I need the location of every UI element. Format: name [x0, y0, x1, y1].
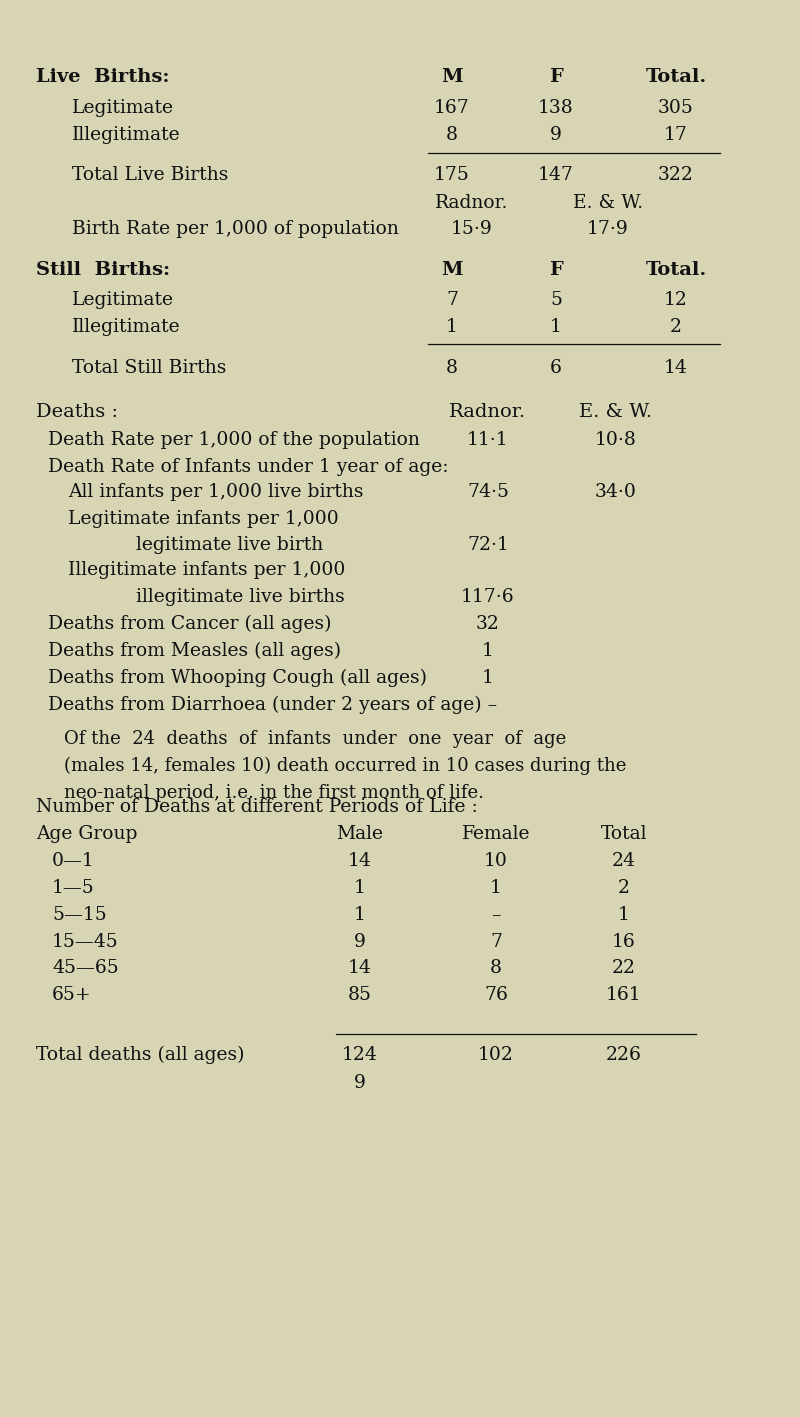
Text: 32: 32 — [476, 615, 500, 633]
Text: 175: 175 — [434, 166, 470, 184]
Text: M: M — [441, 68, 463, 86]
Text: 10: 10 — [484, 852, 508, 870]
Text: 10·8: 10·8 — [595, 431, 637, 449]
Text: 138: 138 — [538, 99, 574, 118]
Text: 7: 7 — [446, 290, 458, 309]
Text: Legitimate infants per 1,000: Legitimate infants per 1,000 — [68, 510, 338, 529]
Text: Deaths from Measles (all ages): Deaths from Measles (all ages) — [48, 642, 341, 660]
Text: Total.: Total. — [646, 68, 706, 86]
Text: 1: 1 — [482, 642, 494, 660]
Text: Radnor.: Radnor. — [435, 194, 509, 213]
Text: Total deaths (all ages): Total deaths (all ages) — [36, 1046, 245, 1064]
Text: 1—5: 1—5 — [52, 879, 94, 897]
Text: 124: 124 — [342, 1046, 378, 1064]
Text: 2: 2 — [670, 317, 682, 336]
Text: Death Rate of Infants under 1 year of age:: Death Rate of Infants under 1 year of ag… — [48, 458, 449, 476]
Text: 322: 322 — [658, 166, 694, 184]
Text: 12: 12 — [664, 290, 688, 309]
Text: Deaths from Whooping Cough (all ages): Deaths from Whooping Cough (all ages) — [48, 669, 427, 687]
Text: 65+: 65+ — [52, 986, 92, 1005]
Text: 305: 305 — [658, 99, 694, 118]
Text: Number of Deaths at different Periods of Life :: Number of Deaths at different Periods of… — [36, 798, 478, 816]
Text: 161: 161 — [606, 986, 642, 1005]
Text: All infants per 1,000 live births: All infants per 1,000 live births — [68, 483, 363, 502]
Text: legitimate live birth: legitimate live birth — [136, 536, 323, 554]
Text: 14: 14 — [664, 359, 688, 377]
Text: 147: 147 — [538, 166, 574, 184]
Text: 72·1: 72·1 — [467, 536, 509, 554]
Text: 16: 16 — [612, 932, 636, 951]
Text: 1: 1 — [446, 317, 458, 336]
Text: 7: 7 — [490, 932, 502, 951]
Text: Legitimate: Legitimate — [72, 290, 174, 309]
Text: Illegitimate infants per 1,000: Illegitimate infants per 1,000 — [68, 561, 346, 580]
Text: Total.: Total. — [646, 261, 706, 279]
Text: 117·6: 117·6 — [461, 588, 515, 606]
Text: Deaths :: Deaths : — [36, 402, 118, 421]
Text: Total Still Births: Total Still Births — [72, 359, 226, 377]
Text: 226: 226 — [606, 1046, 642, 1064]
Text: 24: 24 — [612, 852, 636, 870]
Text: Radnor.: Radnor. — [450, 402, 526, 421]
Text: 74·5: 74·5 — [467, 483, 509, 502]
Text: F: F — [549, 68, 563, 86]
Text: 1: 1 — [490, 879, 502, 897]
Text: Female: Female — [462, 825, 530, 843]
Text: 17·9: 17·9 — [587, 220, 629, 238]
Text: Illegitimate: Illegitimate — [72, 126, 181, 145]
Text: 9: 9 — [354, 1074, 366, 1093]
Text: 15·9: 15·9 — [451, 220, 493, 238]
Text: –: – — [491, 905, 501, 924]
Text: neo-natal period, i.e. in the first month of life.: neo-natal period, i.e. in the first mont… — [64, 784, 484, 802]
Text: M: M — [441, 261, 463, 279]
Text: illegitimate live births: illegitimate live births — [136, 588, 345, 606]
Text: 17: 17 — [664, 126, 688, 145]
Text: (males 14, females 10) death occurred in 10 cases during the: (males 14, females 10) death occurred in… — [64, 757, 626, 775]
Text: Birth Rate per 1,000 of population: Birth Rate per 1,000 of population — [72, 220, 399, 238]
Text: Illegitimate: Illegitimate — [72, 317, 181, 336]
Text: 9: 9 — [550, 126, 562, 145]
Text: 0—1: 0—1 — [52, 852, 94, 870]
Text: Total Live Births: Total Live Births — [72, 166, 228, 184]
Text: 5: 5 — [550, 290, 562, 309]
Text: 6: 6 — [550, 359, 562, 377]
Text: 1: 1 — [482, 669, 494, 687]
Text: 14: 14 — [348, 852, 372, 870]
Text: Total: Total — [601, 825, 647, 843]
Text: 45—65: 45—65 — [52, 959, 118, 978]
Text: Age Group: Age Group — [36, 825, 138, 843]
Text: 2: 2 — [618, 879, 630, 897]
Text: Legitimate: Legitimate — [72, 99, 174, 118]
Text: 1: 1 — [550, 317, 562, 336]
Text: E. & W.: E. & W. — [579, 402, 653, 421]
Text: 167: 167 — [434, 99, 470, 118]
Text: Death Rate per 1,000 of the population: Death Rate per 1,000 of the population — [48, 431, 420, 449]
Text: 5—15: 5—15 — [52, 905, 106, 924]
Text: Deaths from Cancer (all ages): Deaths from Cancer (all ages) — [48, 615, 331, 633]
Text: 102: 102 — [478, 1046, 514, 1064]
Text: Live  Births:: Live Births: — [36, 68, 170, 86]
Text: 14: 14 — [348, 959, 372, 978]
Text: 34·0: 34·0 — [595, 483, 637, 502]
Text: 1: 1 — [618, 905, 630, 924]
Text: 15—45: 15—45 — [52, 932, 118, 951]
Text: 76: 76 — [484, 986, 508, 1005]
Text: Deaths from Diarrhoea (under 2 years of age) –: Deaths from Diarrhoea (under 2 years of … — [48, 696, 497, 714]
Text: 9: 9 — [354, 932, 366, 951]
Text: 1: 1 — [354, 879, 366, 897]
Text: 8: 8 — [446, 359, 458, 377]
Text: 11·1: 11·1 — [467, 431, 509, 449]
Text: E. & W.: E. & W. — [573, 194, 643, 213]
Text: 1: 1 — [354, 905, 366, 924]
Text: Of the  24  deaths  of  infants  under  one  year  of  age: Of the 24 deaths of infants under one ye… — [64, 730, 566, 748]
Text: 8: 8 — [446, 126, 458, 145]
Text: 85: 85 — [348, 986, 372, 1005]
Text: 22: 22 — [612, 959, 636, 978]
Text: Male: Male — [337, 825, 383, 843]
Text: F: F — [549, 261, 563, 279]
Text: 8: 8 — [490, 959, 502, 978]
Text: Still  Births:: Still Births: — [36, 261, 170, 279]
